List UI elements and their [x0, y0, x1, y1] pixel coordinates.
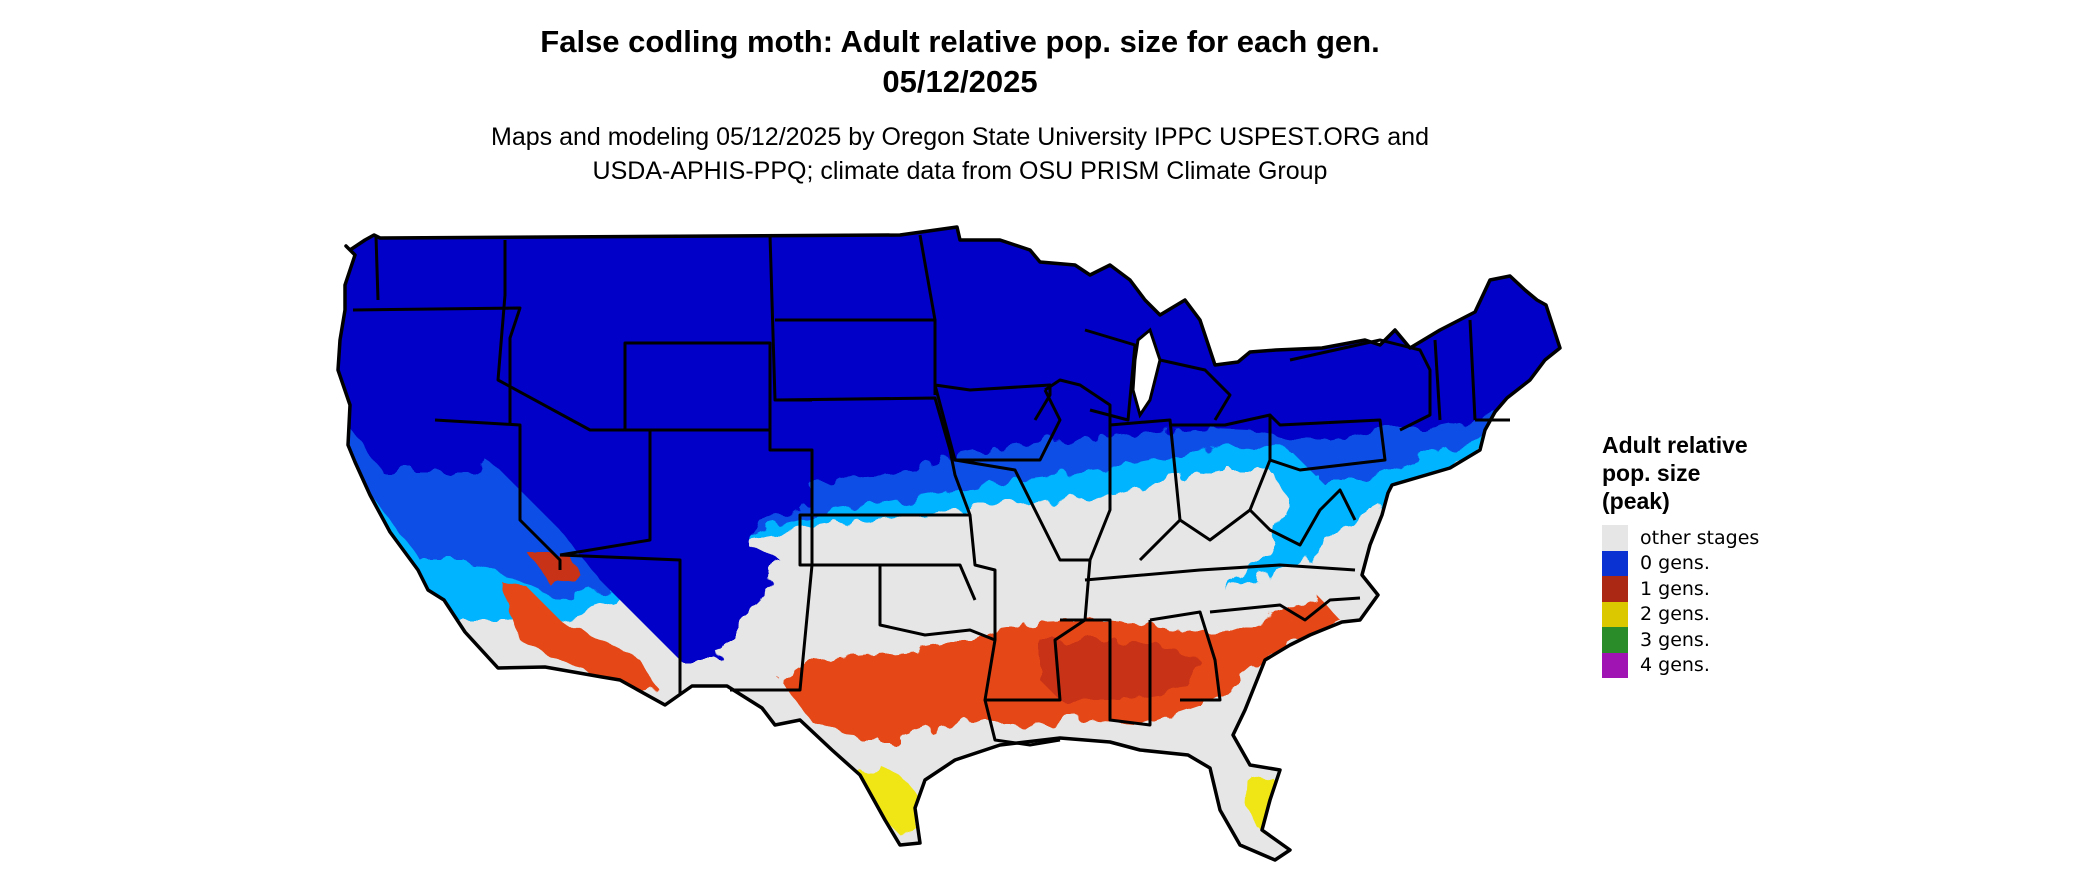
title-line-1: False codling moth: Adult relative pop. … — [540, 24, 1380, 59]
lake-michigan-outline — [1131, 327, 1162, 419]
legend-item-0-gens: 0 gens. — [1602, 550, 1802, 576]
gen2-texas-region — [855, 765, 920, 835]
subtitle-line-2: USDA-APHIS-PPQ; climate data from OSU PR… — [592, 157, 1328, 185]
border-az-nm — [559, 553, 682, 695]
legend: Adult relative pop. size (peak) other st… — [1602, 431, 1802, 678]
legend-label: 2 gens. — [1640, 603, 1710, 626]
legend-swatch — [1602, 576, 1628, 602]
border-ms-al — [1060, 618, 1152, 727]
legend-title-line-3: (peak) — [1602, 488, 1670, 514]
border-ky-tn — [1084, 563, 1356, 582]
map-subtitle: Maps and modeling 05/12/2025 by Oregon S… — [0, 120, 1920, 188]
gen1-core-region — [1040, 640, 1200, 700]
border-tn-nc — [1209, 596, 1361, 622]
border-wa-coast — [374, 235, 380, 301]
legend-swatch — [1602, 652, 1628, 678]
gen0-southwest-region — [430, 420, 780, 660]
legend-label: other stages — [1640, 526, 1760, 549]
legend-title: Adult relative pop. size (peak) — [1602, 431, 1802, 515]
border-ny — [1289, 338, 1432, 432]
map-title: False codling moth: Adult relative pop. … — [0, 22, 1920, 102]
legend-label: 4 gens. — [1640, 654, 1710, 677]
border-il — [1044, 378, 1112, 561]
gen1-southwest-region — [500, 580, 660, 700]
legend-swatch — [1602, 627, 1628, 653]
legend-label: 0 gens. — [1640, 552, 1710, 575]
title-line-2: 05/12/2025 — [882, 64, 1038, 99]
legend-swatch — [1602, 601, 1628, 627]
lake-michigan — [1133, 330, 1160, 415]
border-wv-va — [1248, 488, 1357, 547]
gen1-california-patch — [530, 555, 580, 585]
border-nm-tx — [730, 564, 814, 692]
state-borders — [352, 234, 1510, 747]
legend-swatch — [1602, 525, 1628, 551]
border-mo-ar — [954, 458, 1092, 702]
border-al-ga — [1149, 610, 1222, 702]
border-mn — [918, 234, 1052, 421]
legend-label: 3 gens. — [1640, 628, 1710, 651]
legend-item-other-stages: other stages — [1602, 525, 1802, 551]
legend-title-line-2: pop. size — [1602, 460, 1701, 486]
legend-title-line-1: Adult relative — [1602, 432, 1748, 458]
border-ia — [933, 384, 1062, 462]
border-id-ut — [623, 343, 770, 432]
border-or-wa-id — [352, 306, 522, 425]
border-in — [1109, 418, 1182, 562]
legend-item-4-gens: 4 gens. — [1602, 652, 1802, 678]
legend-list: other stages 0 gens. 1 gens. 2 gens. 3 g… — [1602, 525, 1802, 678]
legend-label: 1 gens. — [1640, 577, 1710, 600]
border-ca-nv — [434, 418, 562, 570]
border-mi — [1159, 358, 1232, 421]
legend-item-3-gens: 3 gens. — [1602, 627, 1802, 653]
subtitle-line-1: Maps and modeling 05/12/2025 by Oregon S… — [491, 123, 1429, 151]
border-pa — [1268, 413, 1387, 472]
legend-item-2-gens: 2 gens. — [1602, 601, 1802, 627]
border-tx-ok — [800, 563, 996, 642]
legend-swatch — [1602, 550, 1628, 576]
gen3-florida-tip — [1240, 862, 1280, 892]
border-nv-ut — [559, 430, 652, 557]
border-wi — [1084, 328, 1137, 422]
gen-regions — [338, 227, 1560, 892]
legend-item-1-gens: 1 gens. — [1602, 576, 1802, 602]
